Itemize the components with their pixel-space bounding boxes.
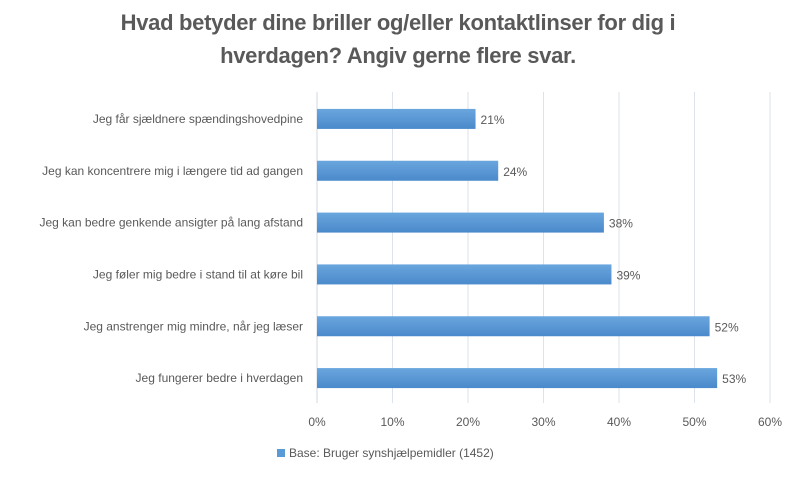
category-label: Jeg kan koncentrere mig i længere tid ad… [42,164,303,178]
category-labels: Jeg får sjældnere spændingshovedpine Jeg … [39,112,303,385]
data-label: 21% [481,113,505,127]
x-tick-label: 50% [682,415,706,429]
x-tick-label: 20% [456,415,480,429]
x-tick-label: 0% [308,415,326,429]
data-label: 24% [503,165,527,179]
data-label: 38% [609,217,633,231]
bars [317,108,718,389]
category-label: Jeg kan bedre genkende ansigter på lang … [39,216,303,230]
gridlines [316,92,771,403]
data-labels: 21% 24% 38% 39% 52% 53% [481,113,747,386]
chart-title-line-2: hverdagen? Angiv gerne flere svar. [220,43,576,68]
category-label: Jeg anstrenger mig mindre, når jeg læser [84,319,303,333]
bar [317,160,499,181]
chart-title-line-1: Hvad betyder dine briller og/eller konta… [120,10,676,35]
legend-label: Base: Bruger synshjælpemidler (1452) [289,446,494,460]
bar [317,264,612,285]
data-label: 52% [715,320,739,334]
bar [317,212,604,233]
category-label: Jeg får sjældnere spændingshovedpine [93,112,303,126]
x-tick-label: 30% [531,415,555,429]
x-tick-label: 40% [607,415,631,429]
category-label: Jeg føler mig bedre i stand til at køre … [93,267,303,281]
chart-title: Hvad betyder dine briller og/eller konta… [0,6,796,72]
x-tick-label: 10% [380,415,404,429]
bar [317,368,718,389]
x-tick-labels: 0% 10% 20% 30% 40% 50% 60% [308,415,782,429]
legend: Base: Bruger synshjælpemidler (1452) [277,446,494,460]
x-tick-label: 60% [758,415,782,429]
bar [317,108,476,129]
data-label: 53% [722,372,746,386]
data-label: 39% [616,268,640,282]
category-label: Jeg fungerer bedre i hverdagen [136,371,303,385]
bar [317,316,710,337]
legend-swatch [277,449,285,457]
